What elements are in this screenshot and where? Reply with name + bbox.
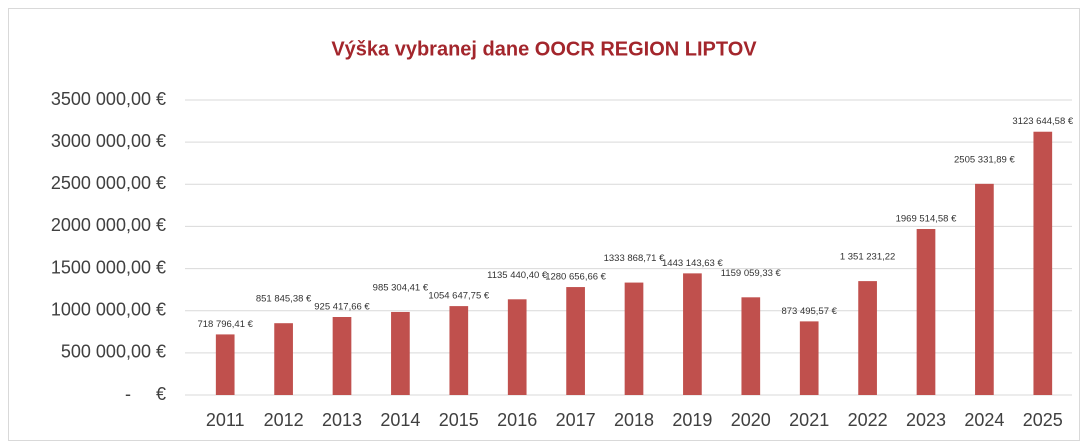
bar	[391, 311, 410, 395]
y-tick-label: 1000 000,00 €	[51, 299, 166, 319]
bar	[799, 321, 819, 395]
bar	[1033, 131, 1053, 396]
value-label: 873 495,57 €	[781, 306, 837, 317]
value-label: 2505 331,89 €	[954, 154, 1015, 165]
x-tick-label: 2025	[1023, 410, 1063, 430]
value-label: 1159 059,33 €	[721, 268, 782, 279]
value-label: 718 796,41 €	[197, 319, 253, 330]
bar	[332, 317, 352, 395]
x-tick-label: 2019	[672, 410, 712, 430]
x-tick-label: 2016	[497, 410, 537, 430]
value-label: 1 351 231,22	[840, 252, 895, 263]
x-tick-label: 2015	[439, 410, 479, 430]
y-tick-label: 500 000,00 €	[61, 342, 166, 362]
value-label: 1969 514,58 €	[896, 214, 957, 225]
chart-title: Výška vybranej dane OOCR REGION LIPTOV	[331, 38, 757, 60]
value-label: 1333 868,71 €	[604, 253, 665, 264]
x-tick-label: 2012	[264, 410, 304, 430]
value-label: 3123 644,58 €	[1012, 116, 1073, 127]
value-label: 1135 440,40 €	[487, 270, 548, 281]
value-label: 925 417,66 €	[314, 302, 370, 313]
value-label: 1443 143,63 €	[662, 258, 723, 269]
y-tick-label: - €	[125, 384, 166, 404]
y-tick-label: 1500 000,00 €	[51, 257, 166, 277]
x-tick-label: 2021	[789, 410, 829, 430]
x-tick-label: 2022	[848, 410, 888, 430]
x-tick-label: 2018	[614, 410, 654, 430]
value-label: 985 304,41 €	[373, 282, 429, 293]
x-tick-label: 2014	[380, 410, 420, 430]
x-tick-label: 2017	[556, 410, 596, 430]
bar	[858, 281, 877, 395]
bar	[215, 334, 235, 395]
value-label: 1054 647,75 €	[428, 291, 489, 302]
x-tick-label: 2013	[322, 410, 362, 430]
x-tick-label: 2011	[206, 410, 245, 430]
value-label: 1280 656,66 €	[545, 272, 606, 283]
bar	[449, 306, 469, 395]
bar	[916, 228, 936, 395]
y-tick-label: 3500 000,00 €	[51, 89, 166, 109]
bar	[624, 282, 644, 395]
bar	[507, 299, 527, 395]
y-tick-label: 3000 000,00 €	[51, 131, 166, 151]
y-tick-label: 2000 000,00 €	[51, 215, 166, 235]
x-tick-label: 2020	[731, 410, 771, 430]
x-tick-label: 2023	[906, 410, 946, 430]
bar	[566, 287, 585, 395]
bar	[274, 323, 293, 395]
x-tick-label: 2024	[964, 410, 1004, 430]
bar	[683, 273, 702, 395]
value-label: 851 845,38 €	[256, 294, 312, 305]
bar	[975, 183, 994, 395]
chart-border	[8, 8, 1080, 441]
y-tick-label: 2500 000,00 €	[51, 173, 166, 193]
bar	[741, 297, 761, 395]
